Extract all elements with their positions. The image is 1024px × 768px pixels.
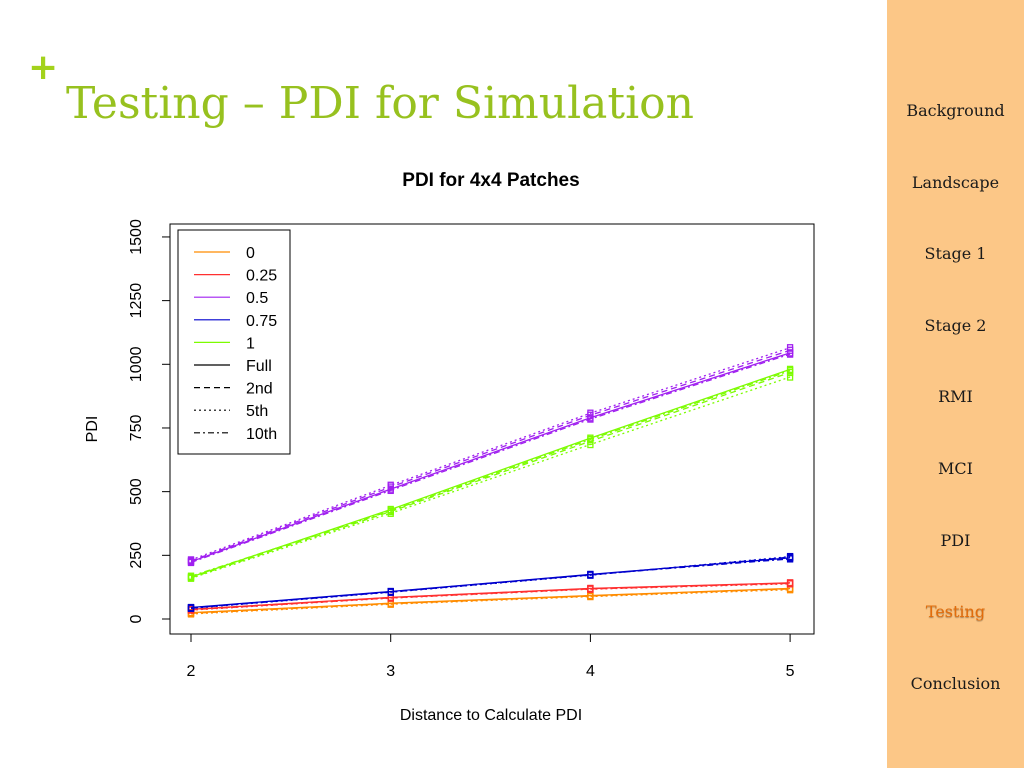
data-point [187, 604, 195, 612]
data-point [587, 585, 594, 593]
series-line [190, 352, 791, 563]
series-line [190, 588, 791, 614]
x-tick-label: 4 [586, 663, 595, 680]
y-axis-label: PDI [84, 416, 101, 443]
y-tick-label: 1000 [128, 346, 145, 382]
series-group [187, 344, 794, 618]
series-line [190, 349, 791, 562]
data-point [786, 579, 794, 587]
sidebar-item-testing[interactable]: Testing [925, 602, 986, 622]
data-point [587, 435, 594, 444]
series-line [190, 368, 791, 578]
data-point [187, 572, 195, 580]
legend-label: Full [246, 358, 272, 375]
data-point [187, 558, 195, 567]
sidebar-item-landscape[interactable]: Landscape [911, 172, 1000, 192]
series-line [190, 371, 791, 579]
sidebar-item-conclusion[interactable]: Conclusion [910, 673, 1001, 693]
y-tick-label: 500 [128, 478, 145, 505]
y-tick-label: 1500 [128, 219, 145, 255]
sidebar-item-stage-2[interactable]: Stage 2 [924, 315, 987, 335]
chart: PDI for 4x4 Patches 2 3 4 50250500750100012… [84, 170, 815, 724]
x-tick-label: 2 [187, 663, 196, 680]
series-line [190, 583, 791, 611]
series-line [190, 347, 791, 561]
data-point [387, 507, 394, 515]
x-tick-label: 3 [386, 663, 395, 680]
legend-label: 0 [246, 245, 255, 262]
sidebar-item-background[interactable]: Background [906, 101, 1005, 120]
sidebar-nav: Background Landscape Stage 1 Stage 2 RMI MCI P… [887, 0, 1024, 768]
data-point [786, 367, 794, 375]
sidebar-item-mci[interactable]: MCI [938, 459, 973, 478]
series-line [190, 353, 791, 564]
series-line [190, 370, 791, 577]
series-line [190, 582, 791, 611]
sidebar-item-pdi[interactable]: PDI [940, 530, 971, 550]
chart-title: PDI for 4x4 Patches [402, 170, 579, 191]
data-point [387, 486, 394, 495]
x-axis-label: Distance to Calculate PDI [400, 707, 582, 724]
data-point [387, 481, 394, 489]
data-point [786, 555, 794, 563]
legend-label: 10th [246, 426, 277, 443]
legend-label: 1 [246, 335, 255, 352]
legend-label: 0.75 [246, 313, 277, 330]
data-point [587, 571, 594, 579]
series-line [190, 582, 791, 610]
legend-label: 0.25 [246, 268, 277, 285]
series-line [190, 558, 791, 609]
legend-label: 0.5 [246, 290, 268, 307]
legend-label: 2nd [246, 381, 273, 398]
data-point [587, 415, 594, 423]
sidebar-item-stage-1[interactable]: Stage 1 [924, 244, 987, 264]
plus-icon: + [28, 47, 59, 88]
series-line [190, 376, 791, 579]
legend-label: 5th [246, 403, 268, 420]
plot-frame [169, 223, 815, 635]
y-tick-label: 250 [128, 542, 145, 569]
data-point [786, 350, 794, 358]
y-tick-label: 1250 [128, 283, 145, 319]
slide-title: Testing – PDI for Simulation [66, 78, 694, 129]
data-point [587, 440, 594, 449]
y-tick-label: 0 [128, 614, 145, 623]
x-tick-label: 5 [786, 663, 795, 680]
data-point [387, 588, 394, 596]
axes: 2 3 4 5 0 250 500 750 1000 1250 1500 [128, 219, 795, 680]
legend: 0 0.25 0.5 0.75 1 Full 2nd 5th 10th [177, 229, 291, 455]
y-tick-label: 750 [128, 415, 145, 442]
sidebar-item-rmi[interactable]: RMI [938, 387, 973, 407]
series-line [190, 582, 791, 611]
